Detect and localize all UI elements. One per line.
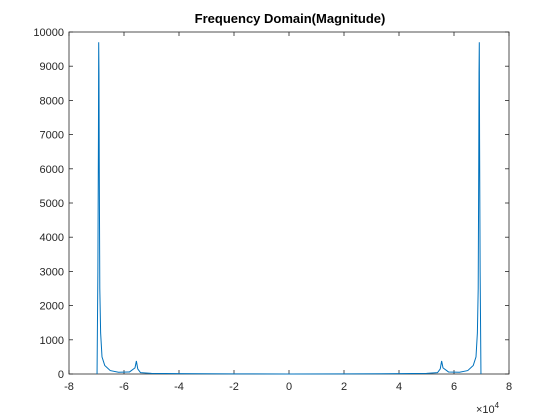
series-line (96, 42, 482, 375)
x-axis: -8 -6 -4 -2 0 2 4 6 8 (64, 32, 512, 393)
x-axis-exponent-power: 4 (495, 401, 500, 410)
y-tick-label: 5000 (40, 198, 64, 210)
y-tick-label: 10000 (33, 27, 64, 39)
y-tick-label: 2000 (40, 301, 64, 313)
x-tick-label: 6 (451, 381, 457, 393)
x-tick-label: -8 (64, 381, 74, 393)
y-tick-label: 0 (58, 369, 64, 381)
y-tick-label: 3000 (40, 266, 64, 278)
x-tick-label: -2 (229, 381, 239, 393)
chart-title: Frequency Domain(Magnitude) (195, 11, 386, 26)
series-group (96, 42, 482, 375)
x-tick-label: 2 (341, 381, 347, 393)
y-tick-label: 1000 (40, 335, 64, 347)
y-tick-label: 4000 (40, 232, 64, 244)
y-axis: 0 1000 2000 3000 4000 5000 6000 7000 8000 9000 100… (33, 27, 509, 381)
x-tick-label: 0 (286, 381, 292, 393)
y-tick-label: 9000 (40, 61, 64, 73)
x-tick-label: -6 (119, 381, 129, 393)
x-tick-label: 4 (396, 381, 402, 393)
x-axis-exponent: ×104 (476, 401, 500, 416)
y-tick-label: 6000 (40, 164, 64, 176)
x-tick-label: 8 (506, 381, 512, 393)
x-tick-label: -4 (174, 381, 184, 393)
x-axis-exponent-base: ×10 (476, 404, 495, 416)
y-tick-label: 8000 (40, 95, 64, 107)
y-tick-label: 7000 (40, 130, 64, 142)
plot-area (68, 31, 510, 375)
